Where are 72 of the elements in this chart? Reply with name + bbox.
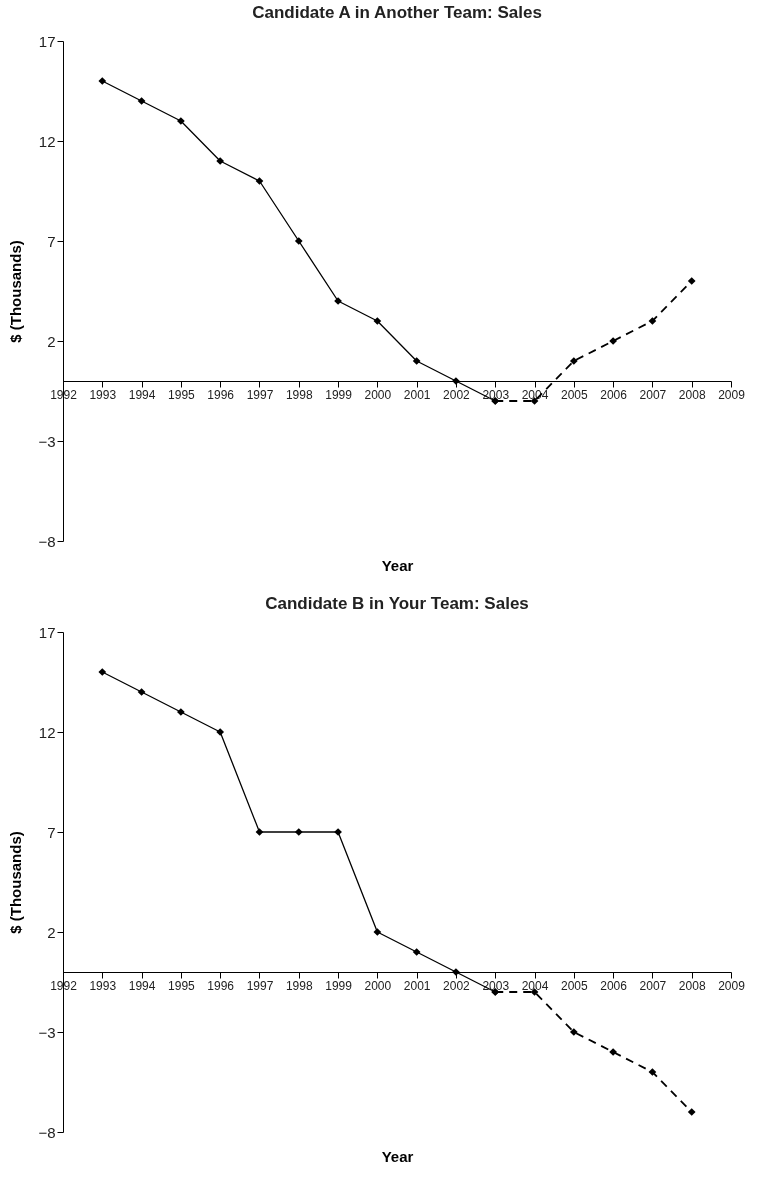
x-tick-label: 1999 [325, 978, 353, 993]
x-tick-label: 2006 [600, 978, 628, 993]
point [216, 157, 225, 165]
x-tick-label: 1993 [89, 978, 117, 993]
x-tick-label: 2002 [443, 978, 471, 993]
chart-title: Candidate A in Another Team: Sales [252, 3, 542, 22]
point [137, 97, 146, 105]
point [569, 1028, 578, 1036]
x-tick-label: 1998 [285, 387, 313, 402]
y-tick-label: 12 [38, 132, 56, 150]
point [687, 277, 696, 285]
y-axis-title: $ (Thousands) [7, 240, 25, 343]
x-tick-label: 1993 [89, 387, 117, 402]
x-tick-label: 2007 [639, 387, 667, 402]
y-tick-label: 2 [47, 332, 56, 350]
x-tick-label: 1995 [168, 387, 196, 402]
x-tick-label: 2003 [482, 387, 510, 402]
chart-title: Candidate B in Your Team: Sales [265, 594, 529, 613]
y-tick-label: 17 [38, 32, 56, 50]
y-tick-label: 2 [47, 923, 56, 941]
point [373, 928, 382, 936]
x-tick-label: 2004 [521, 387, 549, 402]
x-tick-label: 2007 [639, 978, 667, 993]
x-tick-label: 2003 [482, 978, 510, 993]
x-tick-label: 2000 [364, 387, 392, 402]
y-tick-label: 12 [38, 723, 56, 741]
point [648, 317, 657, 325]
x-tick-label: 1996 [207, 978, 235, 993]
point [373, 317, 382, 325]
point [216, 728, 225, 736]
x-tick-label: 1994 [128, 387, 156, 402]
y-tick-label: 7 [47, 823, 56, 841]
point [648, 1068, 657, 1076]
x-tick-label: 2009 [718, 387, 746, 402]
x-axis-title: Year [381, 1147, 414, 1165]
point [412, 357, 421, 365]
x-tick-label: 1999 [325, 387, 353, 402]
y-tick-label: −8 [38, 532, 56, 550]
point [137, 688, 146, 696]
x-tick-label: 2002 [443, 387, 471, 402]
y-tick-label: −3 [38, 1023, 56, 1041]
point [569, 357, 578, 365]
y-tick-label: −8 [38, 1123, 56, 1141]
y-tick-label: 7 [47, 232, 56, 250]
point [98, 77, 107, 85]
x-tick-label: 2004 [521, 978, 549, 993]
x-tick-label: 2006 [600, 387, 628, 402]
x-tick-label: 2009 [718, 978, 746, 993]
y-axis-title: $ (Thousands) [7, 831, 25, 934]
x-tick-label: 1997 [246, 978, 274, 993]
x-tick-label: 1994 [128, 978, 156, 993]
x-tick-label: 2001 [403, 978, 431, 993]
x-tick-label: 1997 [246, 387, 274, 402]
y-tick-label: −3 [38, 432, 56, 450]
point [255, 828, 264, 836]
x-tick-label: 1995 [168, 978, 196, 993]
x-tick-label: 2000 [364, 978, 392, 993]
x-tick-label: 2008 [678, 387, 706, 402]
x-tick-label: 1998 [285, 978, 313, 993]
point [687, 1108, 696, 1116]
x-tick-label: 2008 [678, 978, 706, 993]
point [412, 948, 421, 956]
point [255, 177, 264, 185]
x-tick-label: 2005 [560, 978, 588, 993]
point [294, 828, 303, 836]
x-tick-label: 2001 [403, 387, 431, 402]
point [98, 668, 107, 676]
x-tick-label: 1996 [207, 387, 235, 402]
point [294, 237, 303, 245]
x-axis-title: Year [381, 556, 414, 574]
x-tick-label: 2005 [560, 387, 588, 402]
y-tick-label: 17 [38, 623, 56, 641]
